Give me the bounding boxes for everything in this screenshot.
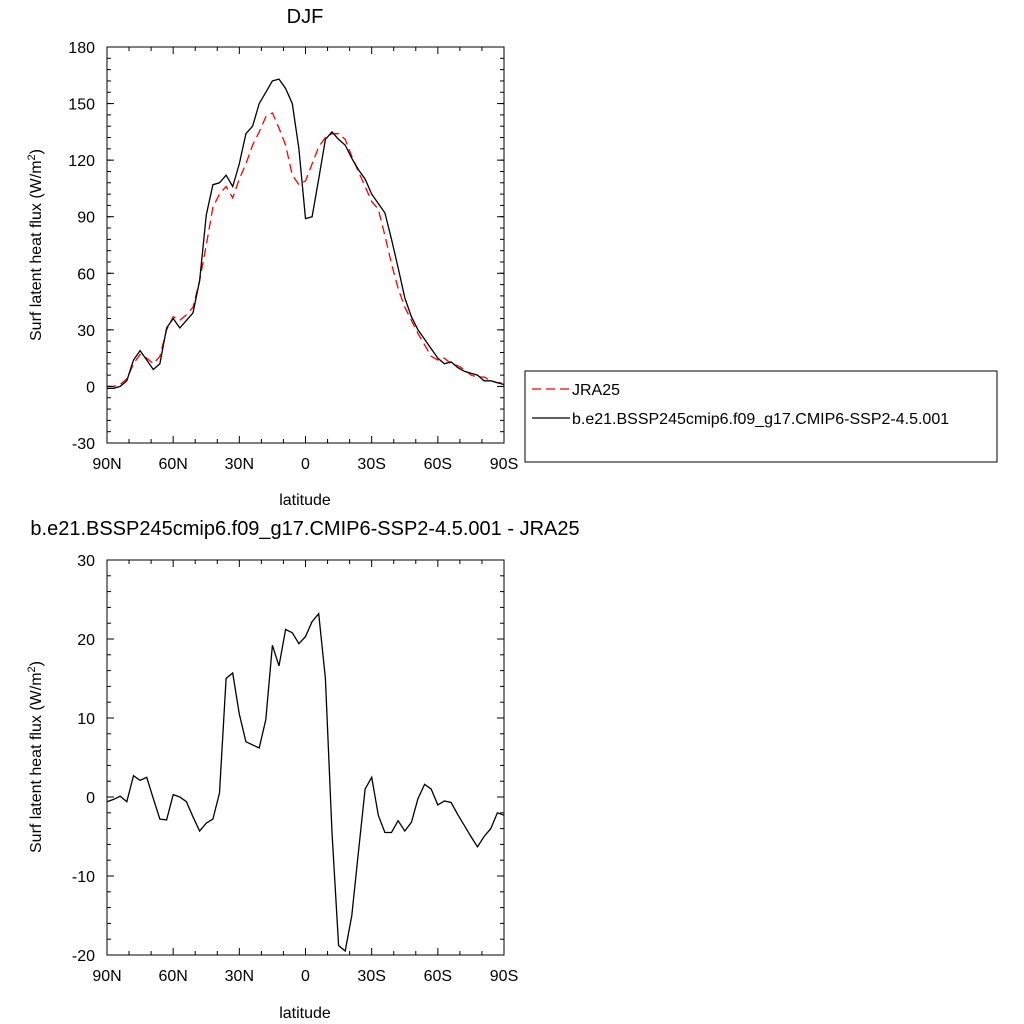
top-y-tick-label: 60 [77, 266, 95, 283]
top-plot-frame [106, 46, 505, 444]
top-ylabel-tail: ) [28, 149, 45, 154]
top-y-tick-label: -30 [72, 436, 95, 453]
top-ylabel-superscript: 2 [26, 154, 38, 160]
top-title: DJF [287, 6, 324, 28]
bottom-y-tick-label: 10 [77, 711, 95, 728]
bottom-y-tick-label: 0 [86, 790, 95, 807]
bottom-xlabel: latitude [279, 1005, 331, 1022]
bottom-y-tick-label: 20 [77, 632, 95, 649]
bottom-ticks: 90N 60N 30N 0 30S 60S 90S -20 -10 0 10 20 30 [72, 553, 518, 985]
bottom-x-tick-label: 30N [225, 968, 254, 985]
bottom-y-tick-label: -10 [72, 869, 95, 886]
top-ylabel: Surf latent heat flux (W/m2) [26, 149, 45, 341]
legend: JRA25 b.e21.BSSP245cmip6.f09_g17.CMIP6-S… [524, 370, 998, 463]
top-y-tick-label: 180 [68, 40, 95, 57]
top-x-tick-label: 60N [158, 456, 187, 473]
top-xlabel: latitude [279, 492, 331, 509]
top-x-tick-label: 30N [225, 456, 254, 473]
bottom-y-tick-label: 30 [77, 553, 95, 570]
top-y-tick-label: 30 [77, 323, 95, 340]
top-x-tick-label: 90N [92, 456, 121, 473]
bottom-plot-frame [106, 559, 505, 956]
bottom-x-tick-label: 60S [424, 968, 452, 985]
top-y-tick-label: 120 [68, 153, 95, 170]
bottom-x-tick-label: 60N [158, 968, 187, 985]
top-x-tick-label: 0 [301, 456, 310, 473]
bottom-title: b.e21.BSSP245cmip6.f09_g17.CMIP6-SSP2-4.… [30, 518, 579, 540]
bottom-x-tick-label: 90N [92, 968, 121, 985]
top-panel: DJF 90N 60N 30N 0 30S 60S 90S -30 0 30 60 90 120 150 1… [26, 6, 998, 509]
top-series-line-1 [107, 78, 505, 389]
top-y-tick-label: 90 [77, 210, 95, 227]
top-ticks: 90N 60N 30N 0 30S 60S 90S -30 0 30 60 90 120 150 180 [68, 40, 518, 473]
bottom-ylabel: Surf latent heat flux (W/m2) [26, 661, 45, 853]
legend-box [524, 370, 998, 463]
top-series-lines [107, 78, 505, 389]
legend-label-jra25: JRA25 [572, 382, 620, 399]
top-y-tick-label: 0 [86, 379, 95, 396]
top-series-line-0 [107, 112, 504, 388]
bottom-ylabel-tail: ) [28, 661, 45, 666]
legend-label-model: b.e21.BSSP245cmip6.f09_g17.CMIP6-SSP2-4.… [572, 411, 949, 428]
top-x-tick-label: 90S [490, 456, 518, 473]
top-y-tick-label: 150 [68, 97, 95, 114]
top-x-tick-label: 30S [357, 456, 385, 473]
bottom-x-tick-label: 90S [490, 968, 518, 985]
top-x-tick-label: 60S [424, 456, 452, 473]
bottom-panel: b.e21.BSSP245cmip6.f09_g17.CMIP6-SSP2-4.… [26, 518, 580, 1022]
bottom-y-tick-label: -20 [72, 948, 95, 965]
bottom-series-line-0 [106, 612, 505, 953]
bottom-series-lines [106, 612, 505, 953]
bottom-x-tick-label: 30S [357, 968, 385, 985]
bottom-ylabel-superscript: 2 [26, 666, 38, 672]
bottom-x-tick-label: 0 [301, 968, 310, 985]
